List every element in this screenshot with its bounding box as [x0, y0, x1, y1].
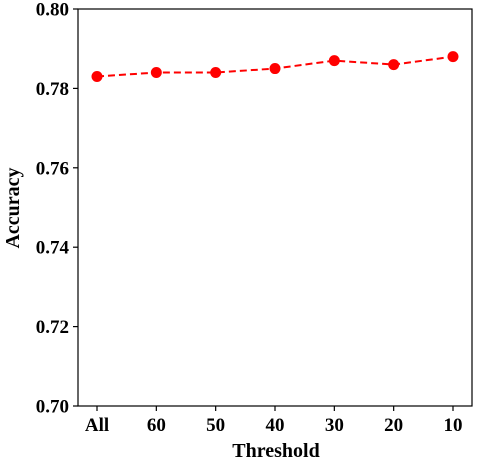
y-tick-label: 0.78 — [36, 79, 69, 100]
y-tick-label: 0.74 — [36, 238, 70, 259]
y-tick-label: 0.70 — [36, 397, 69, 418]
data-point-40 — [269, 63, 281, 75]
data-point-60 — [150, 67, 162, 79]
x-tick-label: All — [85, 415, 109, 436]
data-point-50 — [210, 67, 222, 79]
y-tick-label: 0.80 — [36, 0, 69, 21]
x-axis-ticks: All 60 50 40 30 20 10 — [85, 406, 463, 436]
x-tick-label: 10 — [444, 415, 463, 436]
y-tick-label: 0.76 — [36, 158, 69, 179]
data-point-10 — [447, 51, 459, 63]
x-tick-label: 50 — [206, 415, 225, 436]
x-axis-label: Threshold — [232, 440, 319, 458]
x-tick-label: 60 — [147, 415, 166, 436]
series-layer — [91, 51, 459, 82]
x-tick-label: 40 — [266, 415, 285, 436]
data-point-all — [91, 70, 103, 82]
x-tick-label: 30 — [325, 415, 344, 436]
data-point-20 — [388, 59, 400, 71]
y-axis-ticks: 0.70 0.72 0.74 0.76 0.78 0.80 — [36, 0, 78, 418]
y-tick-label: 0.72 — [36, 317, 69, 338]
data-point-30 — [328, 55, 340, 67]
x-tick-label: 20 — [384, 415, 403, 436]
y-axis-label: Accuracy — [2, 167, 24, 248]
